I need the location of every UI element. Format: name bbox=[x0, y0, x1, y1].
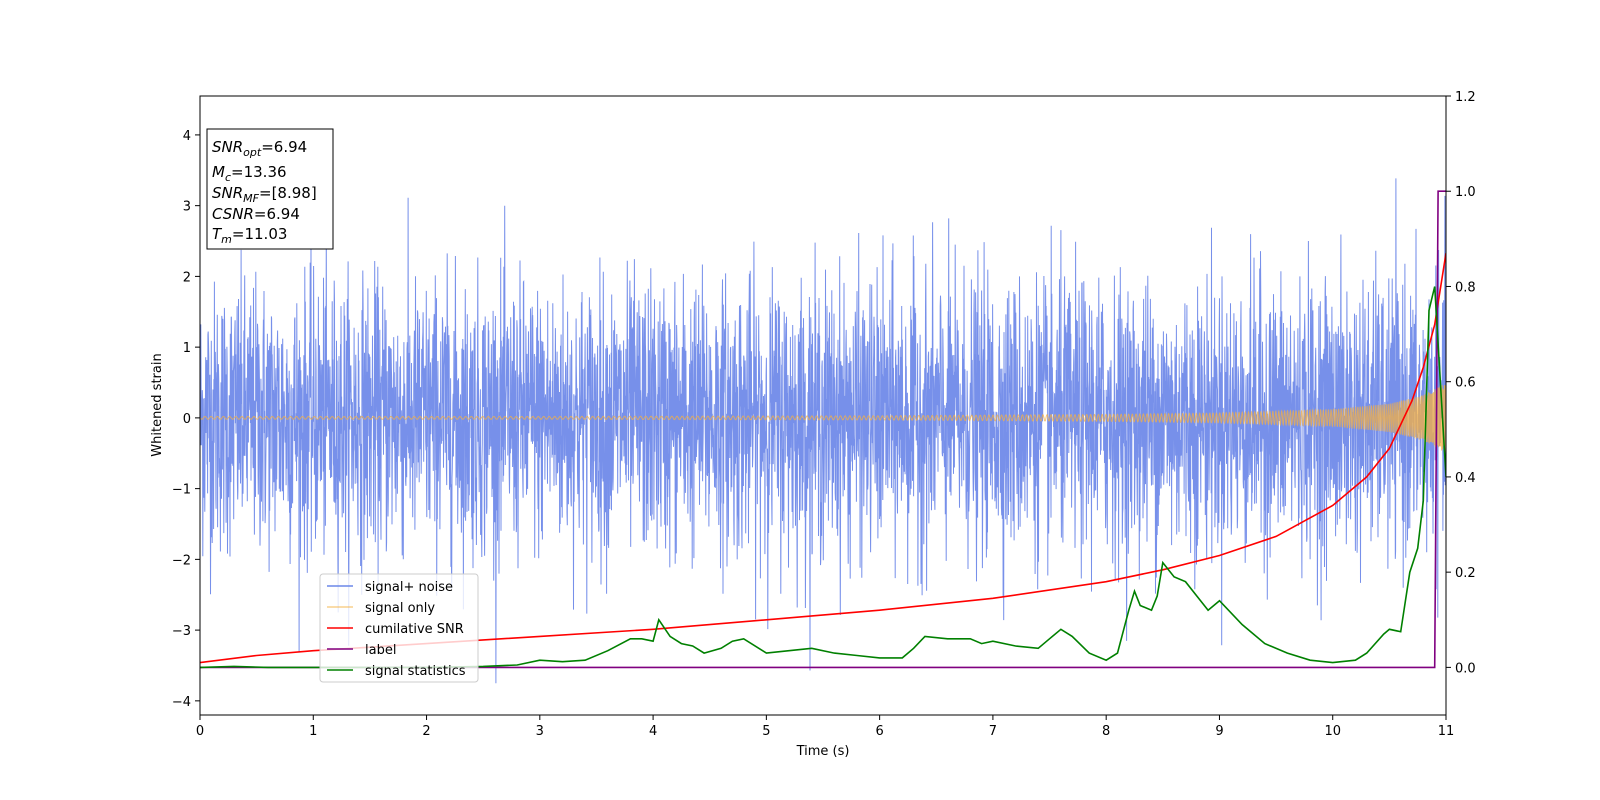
y-tick-label: −4 bbox=[172, 695, 191, 710]
x-tick-label: 10 bbox=[1324, 724, 1341, 739]
series-label-line bbox=[200, 190, 1446, 669]
y-tick-label: −3 bbox=[172, 624, 191, 639]
plot-frame bbox=[199, 95, 1447, 716]
y-right-tick-label: 0.0 bbox=[1455, 661, 1476, 676]
x-tick-label: 1 bbox=[309, 724, 317, 739]
y-right-tick-label: 0.6 bbox=[1455, 376, 1476, 391]
annotation-box: SNRopt=6.94 Mc=13.36SNRMF=[8.98]CSNR=6.94… bbox=[206, 128, 334, 250]
annotation-line: Mc=13.36 bbox=[212, 163, 287, 184]
x-tick-label: 11 bbox=[1438, 724, 1455, 739]
x-tick-label: 0 bbox=[196, 724, 204, 739]
axes: 0 1 2 3 4 5 6 7 8 9 10 1143210−1−2−3−41.21.00.80.60… bbox=[172, 90, 1476, 739]
annotation-line: Tm=11.03 bbox=[212, 225, 287, 246]
y-tick-label: −2 bbox=[172, 553, 191, 568]
y-right-tick-label: 1.0 bbox=[1455, 185, 1476, 200]
x-tick-label: 2 bbox=[422, 724, 430, 739]
legend-entry-signal: signal only bbox=[365, 601, 435, 616]
y-tick-label: −1 bbox=[172, 483, 191, 498]
x-axis-label: Time (s) bbox=[796, 744, 850, 759]
y-right-tick-label: 1.2 bbox=[1455, 90, 1476, 105]
series-signal-noise-line bbox=[200, 178, 1446, 684]
y-tick-label: 3 bbox=[183, 200, 191, 215]
legend-entry-cumulative: cumilative SNR bbox=[365, 622, 464, 637]
x-tick-label: 7 bbox=[989, 724, 997, 739]
y-right-tick-label: 0.2 bbox=[1455, 566, 1476, 581]
annotation-line: SNRMF=[8.98] bbox=[212, 184, 317, 205]
x-tick-label: 9 bbox=[1215, 724, 1223, 739]
x-tick-label: 3 bbox=[536, 724, 544, 739]
legend-entry-stats: signal statistics bbox=[365, 664, 466, 679]
y-right-tick-label: 0.4 bbox=[1455, 471, 1476, 486]
annotation-frame bbox=[206, 128, 334, 250]
series-stats-line bbox=[200, 286, 1446, 669]
y-tick-label: 1 bbox=[183, 341, 191, 356]
y-tick-label: 0 bbox=[183, 412, 191, 427]
legend: signal+ noise signal only cumilative SNR la… bbox=[319, 573, 479, 683]
y-tick-label: 4 bbox=[183, 129, 191, 144]
y-tick-label: 2 bbox=[183, 270, 191, 285]
annotation-line: CSNR=6.94 bbox=[212, 205, 300, 223]
legend-frame bbox=[319, 573, 479, 683]
legend-entry-label: label bbox=[365, 643, 396, 658]
y-right-tick-label: 0.8 bbox=[1455, 280, 1476, 295]
x-tick-label: 5 bbox=[762, 724, 770, 739]
y-axis-label: Whitened strain bbox=[150, 353, 165, 456]
x-tick-label: 6 bbox=[875, 724, 883, 739]
x-tick-label: 8 bbox=[1102, 724, 1110, 739]
series-signal-only-line bbox=[200, 383, 1446, 453]
annotation-line: SNRopt=6.94 bbox=[212, 138, 307, 159]
legend-entry-noise: signal+ noise bbox=[365, 580, 453, 595]
x-tick-label: 4 bbox=[649, 724, 657, 739]
